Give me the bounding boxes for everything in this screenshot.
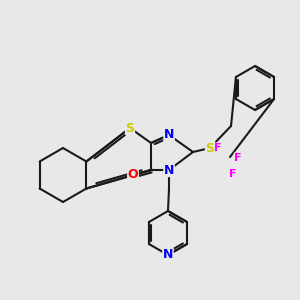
Text: N: N <box>164 164 174 176</box>
Text: F: F <box>234 153 242 163</box>
Text: N: N <box>164 128 174 142</box>
Text: N: N <box>163 248 173 262</box>
Text: F: F <box>214 143 222 153</box>
Text: F: F <box>229 169 237 179</box>
Text: S: S <box>206 142 214 154</box>
Text: O: O <box>128 169 138 182</box>
Text: S: S <box>125 122 134 134</box>
